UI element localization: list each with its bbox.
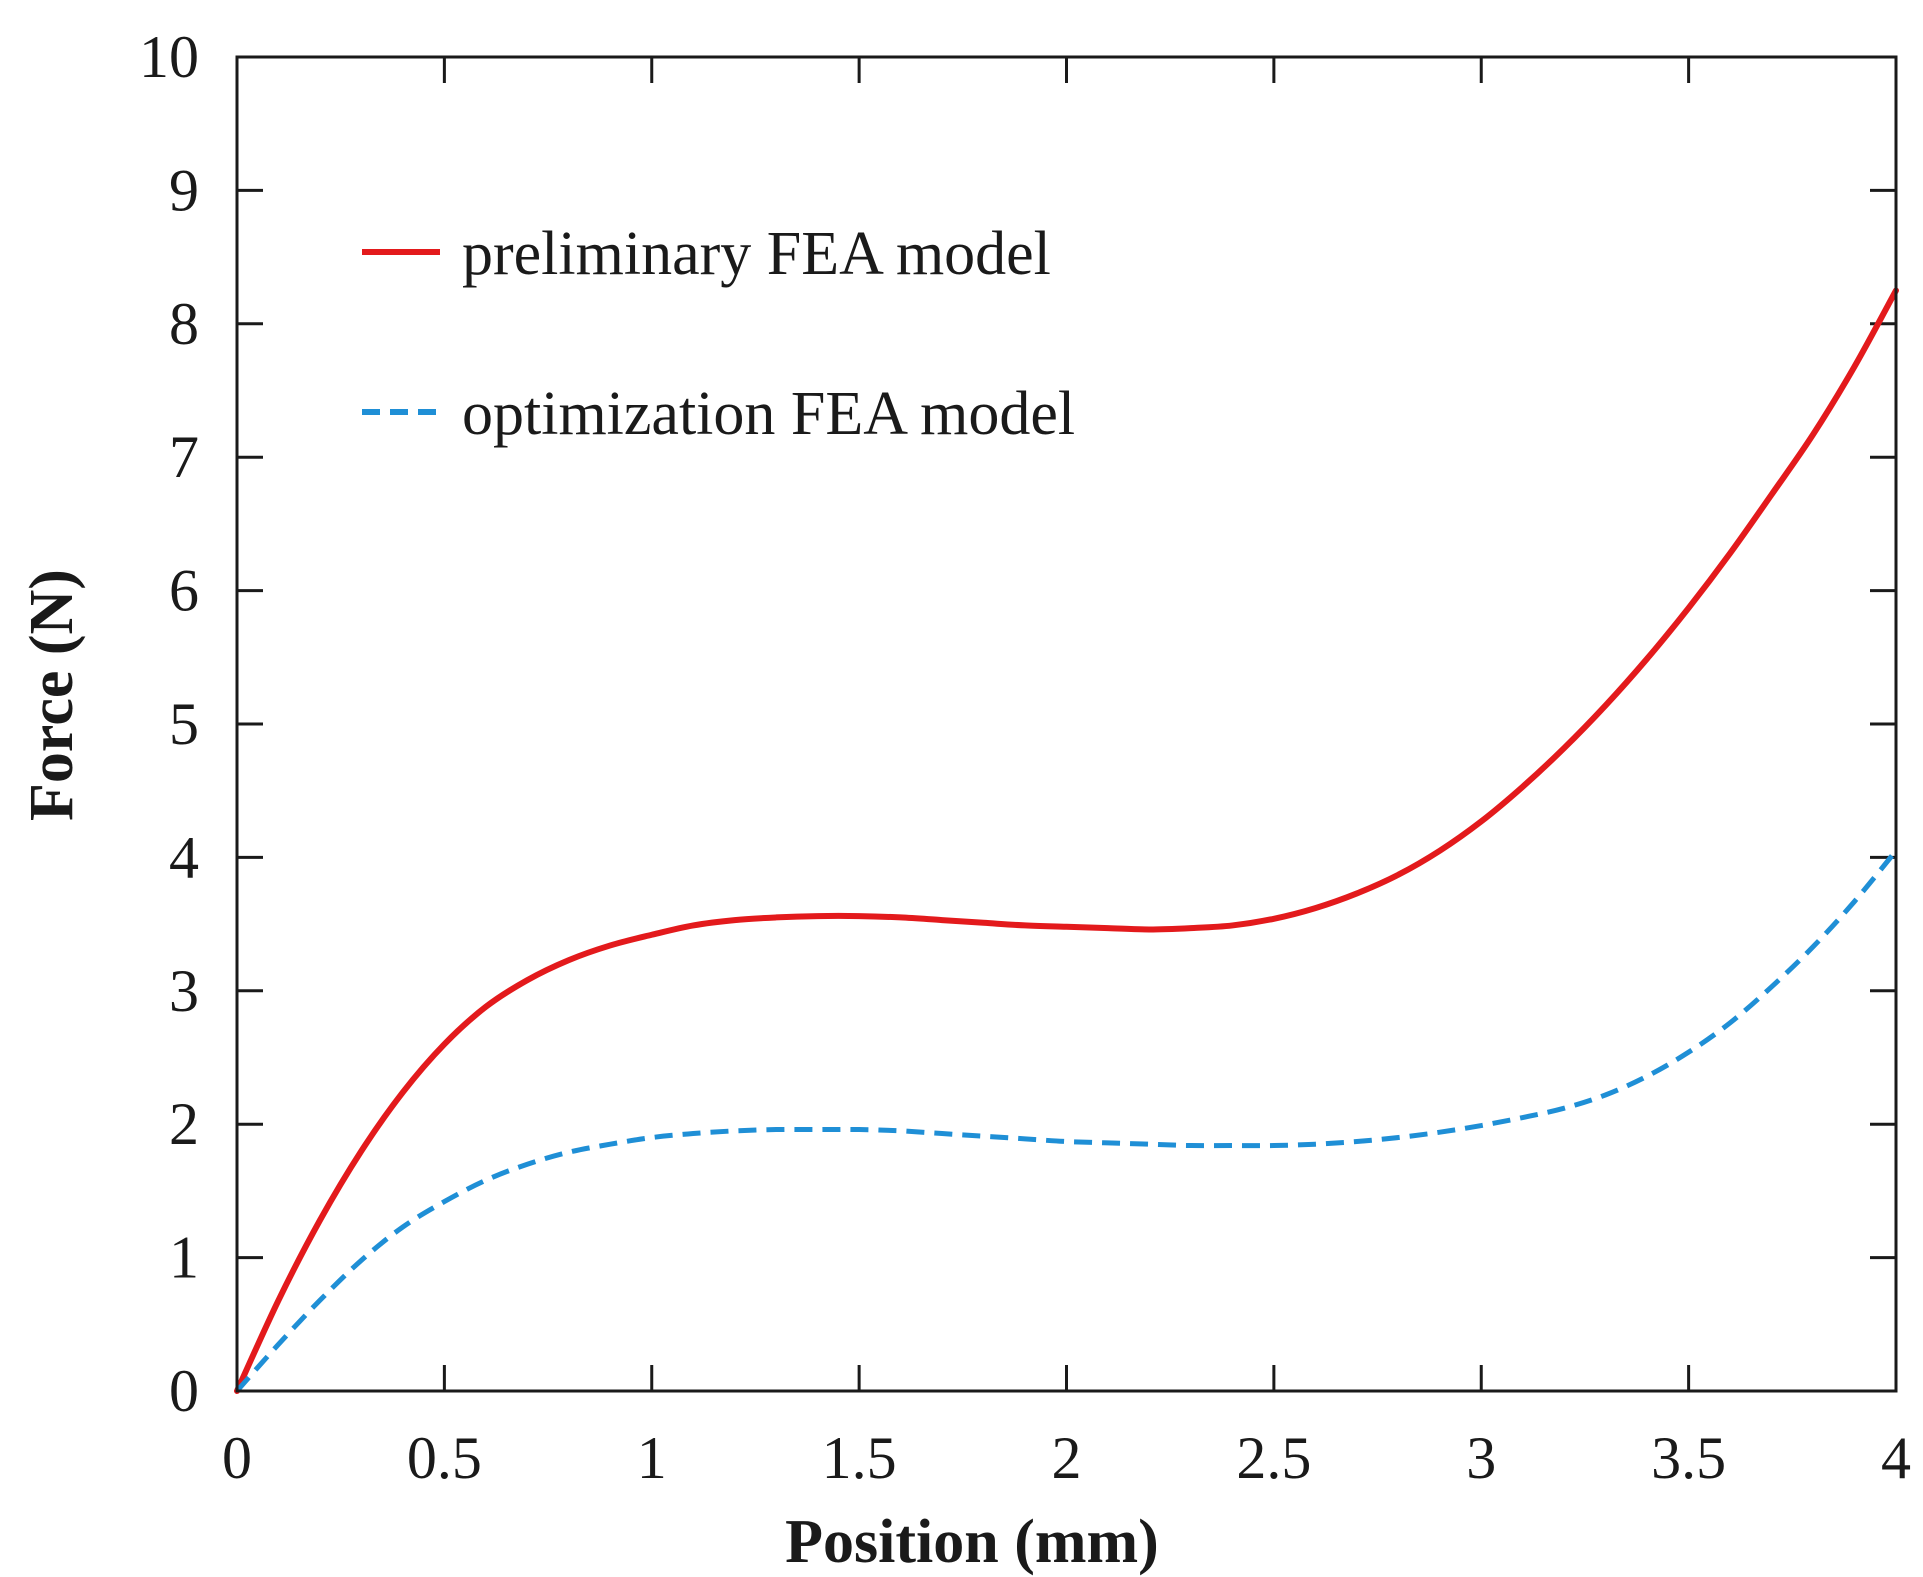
legend: preliminary FEA model optimization FEA m…: [362, 220, 1075, 448]
y-tick-label: 5: [169, 691, 199, 757]
series-line-preliminary: [234, 287, 1899, 1394]
y-tick-label: 8: [169, 291, 199, 357]
y-axis-title: Force (N): [18, 569, 86, 821]
y-tick-label: 2: [169, 1091, 199, 1157]
x-tick-label: 1: [637, 1425, 667, 1491]
y-tick-label: 7: [169, 424, 199, 490]
x-tick-label: 4: [1881, 1425, 1911, 1491]
x-tick-label: 3: [1466, 1425, 1496, 1491]
y-tick-label: 3: [169, 958, 199, 1024]
legend-label-optimization: optimization FEA model: [462, 380, 1075, 448]
x-tick-label: 2.5: [1236, 1425, 1311, 1491]
x-tick-label: 2: [1052, 1425, 1082, 1491]
y-tick-label: 4: [169, 824, 199, 890]
x-tick-label: 0.5: [407, 1425, 482, 1491]
x-tick-label: 3.5: [1651, 1425, 1726, 1491]
y-tick-label: 9: [169, 157, 199, 223]
x-tick-labels: 0 0.5 1 1.5 2 2.5 3 3.5 4: [222, 1425, 1911, 1491]
y-tick-label: 1: [169, 1225, 199, 1291]
x-tick-label: 1.5: [822, 1425, 897, 1491]
plot-frame: [235, 55, 1898, 1393]
y-tick-label: 10: [139, 24, 199, 90]
series-lines: [234, 287, 1899, 1394]
x-tick-label: 0: [222, 1425, 252, 1491]
y-tick-labels: 0 1 2 3 4 5 6 7 8 9 10: [139, 24, 199, 1424]
y-tick-label: 0: [169, 1358, 199, 1424]
y-tick-label: 6: [169, 558, 199, 624]
legend-label-preliminary: preliminary FEA model: [462, 220, 1051, 288]
x-axis-title: Position (mm): [785, 1508, 1159, 1576]
